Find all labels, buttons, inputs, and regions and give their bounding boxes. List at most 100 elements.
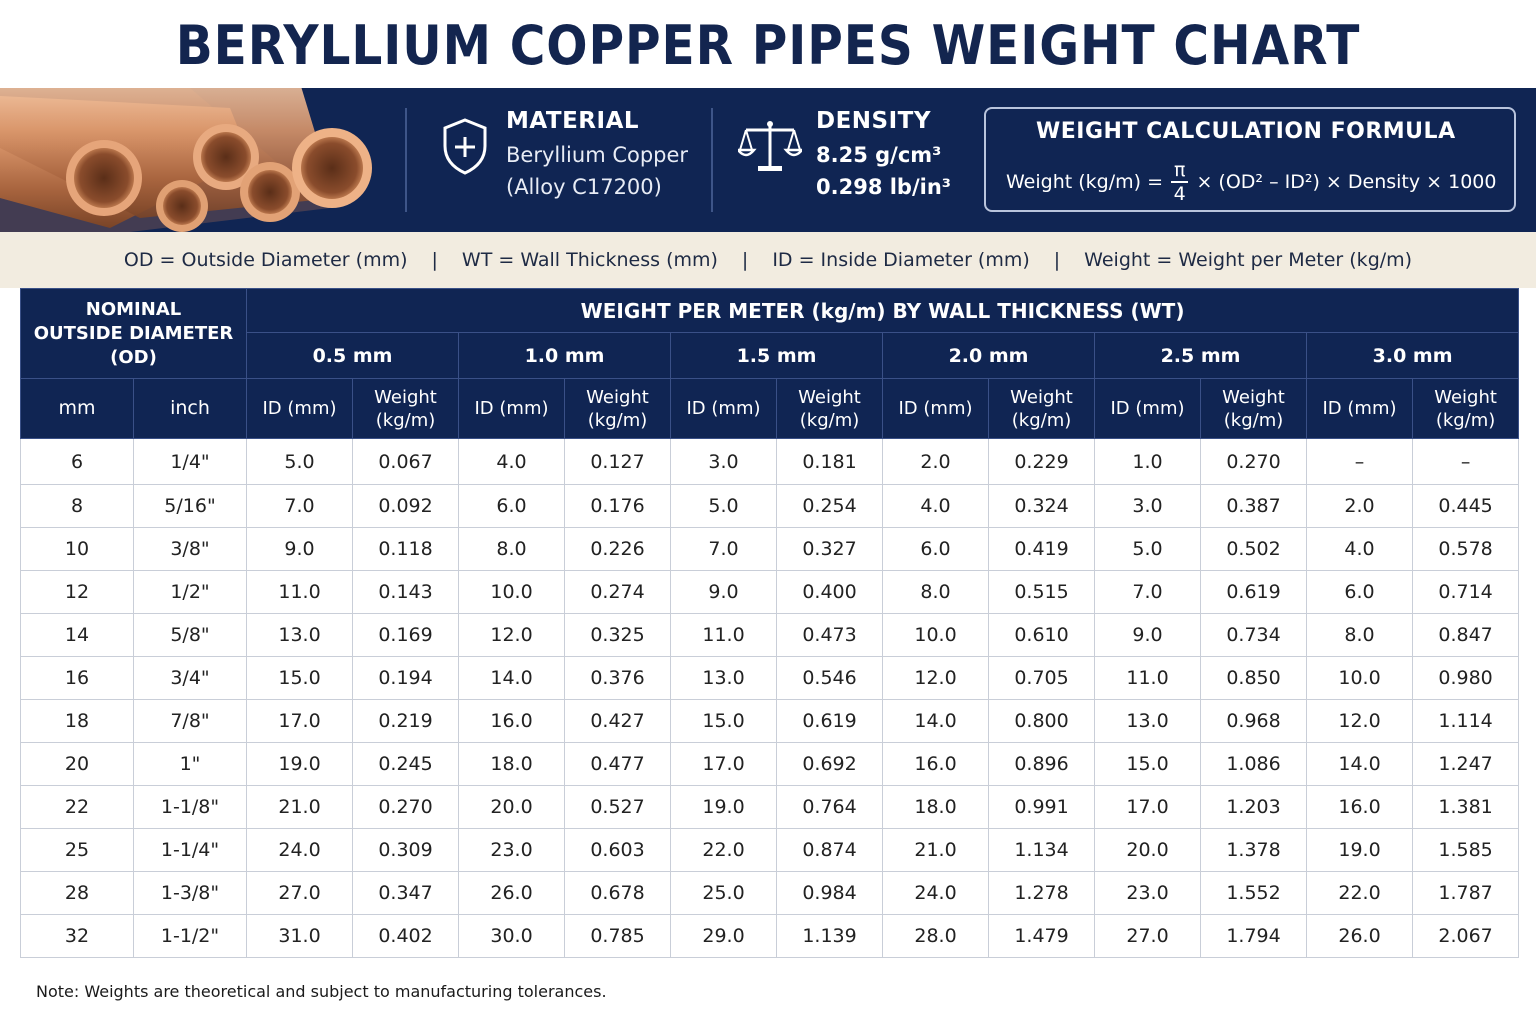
legend-weight: Weight = Weight per Meter (kg/m)	[1084, 249, 1413, 271]
shield-plus-icon	[440, 116, 490, 180]
od-inch-cell: 5/8"	[132, 613, 248, 657]
weight-cell: 0.325	[564, 613, 672, 657]
id-cell: 30.0	[458, 914, 566, 958]
id-cell: 17.0	[1094, 785, 1202, 829]
legend-wt: WT = Wall Thickness (mm)	[461, 249, 718, 271]
weight-header-line: Weight	[798, 386, 861, 408]
id-cell: 14.0	[458, 656, 566, 700]
weight-header-line: Weight	[1434, 386, 1497, 408]
weight-cell: 0.968	[1200, 699, 1308, 743]
footnote: Note: Weights are theoretical and subjec…	[36, 982, 607, 1001]
id-header: ID (mm)	[458, 378, 566, 439]
table-row: 6 1/4" 5.0 0.067 4.0 0.127 3.0 0.181 2.0 0.229 1.0…	[20, 438, 1520, 485]
banner-divider	[405, 108, 407, 212]
weight-cell: 0.245	[352, 742, 460, 786]
id-cell: 14.0	[882, 699, 990, 743]
weight-header-line: (kg/m)	[375, 409, 436, 431]
formula-numerator: π	[1171, 159, 1189, 183]
weight-cell: 0.400	[776, 570, 884, 614]
weight-cell: 0.850	[1200, 656, 1308, 700]
weight-header: Weight (kg/m)	[1200, 378, 1308, 439]
table-row: 22 1-1/8" 21.0 0.270 20.0 0.527 19.0 0.764 18.0 0…	[20, 785, 1520, 829]
id-cell: 9.0	[1094, 613, 1202, 657]
id-cell: 12.0	[458, 613, 566, 657]
weight-header-line: (kg/m)	[1435, 409, 1496, 431]
formula-heading: WEIGHT CALCULATION FORMULA	[1036, 119, 1456, 144]
id-cell: 23.0	[1094, 871, 1202, 915]
od-inch-cell: 1/4"	[132, 438, 248, 485]
weight-cell: 0.734	[1200, 613, 1308, 657]
od-mm-cell: 18	[20, 699, 134, 743]
weight-header-line: Weight	[1222, 386, 1285, 408]
weight-cell: 0.692	[776, 742, 884, 786]
weight-cell: 1.378	[1200, 828, 1308, 872]
id-header: ID (mm)	[246, 378, 354, 439]
id-cell: –	[1306, 438, 1414, 485]
id-cell: 20.0	[458, 785, 566, 829]
weight-cell: 0.546	[776, 656, 884, 700]
weight-header-line: (kg/m)	[1011, 409, 1072, 431]
weight-cell: 0.427	[564, 699, 672, 743]
wall-thickness-header: 3.0 mm	[1306, 332, 1520, 379]
id-cell: 14.0	[1306, 742, 1414, 786]
od-mm-cell: 25	[20, 828, 134, 872]
weight-table-container: NOMINAL OUTSIDE DIAMETER (OD) WEIGHT PER…	[19, 288, 1520, 958]
balance-scale-icon	[735, 116, 805, 180]
weight-cell: 0.327	[776, 527, 884, 571]
material-name: Beryllium Copper	[506, 143, 689, 167]
id-cell: 23.0	[458, 828, 566, 872]
page-title: BERYLLIUM COPPER PIPES WEIGHT CHART	[175, 14, 1361, 77]
weight-cell: 0.067	[352, 438, 460, 485]
id-cell: 10.0	[882, 613, 990, 657]
id-cell: 13.0	[1094, 699, 1202, 743]
id-cell: 11.0	[246, 570, 354, 614]
density-imperial: 0.298 lb/in³	[816, 175, 951, 199]
copper-pipes-image	[0, 88, 390, 232]
od-mm-cell: 12	[20, 570, 134, 614]
od-inch-cell: 1-3/8"	[132, 871, 248, 915]
header-banner: MATERIAL Beryllium Copper (Alloy C17200)…	[0, 88, 1536, 232]
od-mm-cell: 28	[20, 871, 134, 915]
table-row: 8 5/16" 7.0 0.092 6.0 0.176 5.0 0.254 4.0 0.324 3.…	[20, 484, 1520, 528]
id-cell: 19.0	[246, 742, 354, 786]
weight-cell: 0.419	[988, 527, 1096, 571]
od-inch-cell: 1"	[132, 742, 248, 786]
nominal-header-line: (OD)	[110, 346, 157, 368]
id-cell: 4.0	[882, 484, 990, 528]
id-cell: 22.0	[670, 828, 778, 872]
id-cell: 21.0	[246, 785, 354, 829]
od-mm-cell: 14	[20, 613, 134, 657]
weight-cell: 1.278	[988, 871, 1096, 915]
id-cell: 25.0	[670, 871, 778, 915]
weight-header-line: (kg/m)	[1223, 409, 1284, 431]
id-cell: 19.0	[1306, 828, 1414, 872]
weight-cell: –	[1412, 438, 1520, 485]
id-cell: 26.0	[458, 871, 566, 915]
weight-cell: 0.254	[776, 484, 884, 528]
id-cell: 19.0	[670, 785, 778, 829]
id-cell: 7.0	[246, 484, 354, 528]
weight-cell: 0.387	[1200, 484, 1308, 528]
id-cell: 15.0	[1094, 742, 1202, 786]
id-cell: 9.0	[246, 527, 354, 571]
id-cell: 31.0	[246, 914, 354, 958]
weight-cell: 0.309	[352, 828, 460, 872]
weight-cell: 1.114	[1412, 699, 1520, 743]
weight-cell: 0.991	[988, 785, 1096, 829]
nominal-header-line: NOMINAL	[85, 298, 182, 320]
id-cell: 1.0	[1094, 438, 1202, 485]
wall-thickness-header: 2.0 mm	[882, 332, 1096, 379]
od-mm-cell: 22	[20, 785, 134, 829]
id-cell: 7.0	[1094, 570, 1202, 614]
od-inch-cell: 1-1/2"	[132, 914, 248, 958]
id-header: ID (mm)	[670, 378, 778, 439]
id-cell: 10.0	[1306, 656, 1414, 700]
id-cell: 6.0	[882, 527, 990, 571]
id-cell: 29.0	[670, 914, 778, 958]
id-header: ID (mm)	[882, 378, 990, 439]
id-cell: 20.0	[1094, 828, 1202, 872]
legend-separator: |	[431, 249, 438, 271]
wall-thickness-header: 2.5 mm	[1094, 332, 1308, 379]
material-alloy: (Alloy C17200)	[506, 175, 662, 199]
weight-cell: 0.527	[564, 785, 672, 829]
